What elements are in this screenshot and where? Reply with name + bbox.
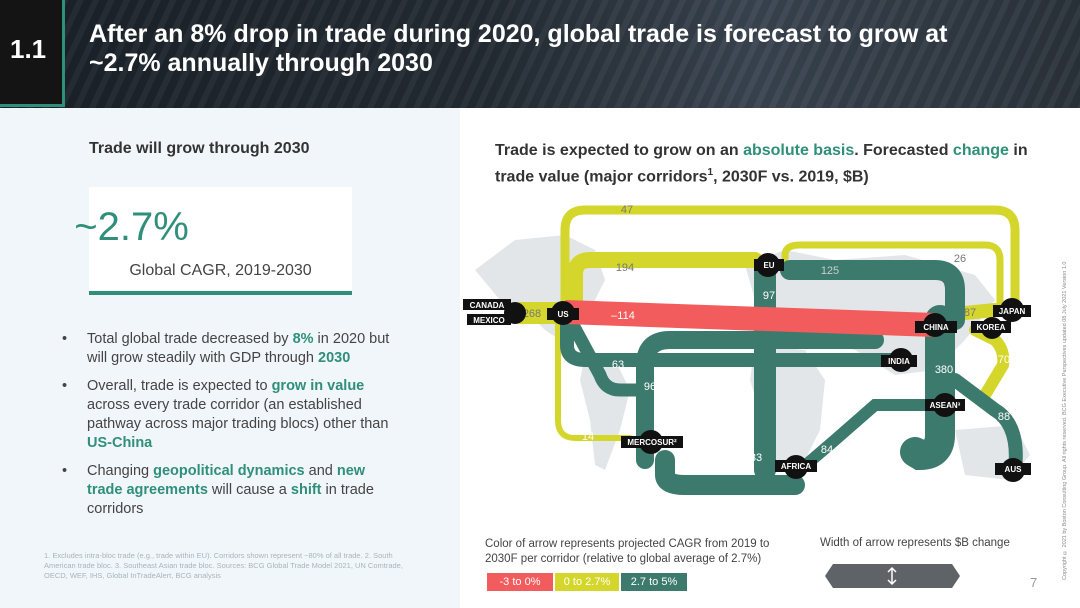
label-eu: EU (763, 261, 774, 270)
value-mercosur-loop: 109 (675, 402, 693, 414)
label-korea: KOREA (977, 323, 1006, 332)
legend-width-text: Width of arrow represents $B change (820, 537, 1010, 549)
bullet-item: Changing geopolitical dynamics and new t… (62, 462, 402, 519)
stat-label: Global CAGR, 2019-2030 (129, 262, 312, 279)
corridor-us-china-red (564, 300, 936, 337)
value-us-japan: 194 (616, 262, 634, 274)
corridor-eu-japan (781, 241, 1004, 312)
value-eu-china: 125 (821, 265, 839, 277)
header-banner (0, 0, 1080, 108)
corridor-africa-eu (794, 399, 931, 476)
value-asean-korea: 70 (998, 354, 1010, 366)
value-china-japan: 87 (964, 307, 976, 319)
label-aus: AUS (1005, 465, 1023, 474)
header-texture (0, 0, 1080, 108)
stat-card (89, 187, 352, 295)
footnote: 1. Excludes intra-bloc trade (e.g., trad… (44, 551, 403, 580)
value-eu-japan: 26 (954, 253, 966, 265)
label-africa: AFRICA (781, 462, 811, 471)
value-us-india: 63 (612, 359, 624, 371)
copyright-text: Copyright © 2021 by Boston Consulting Gr… (1062, 261, 1068, 580)
label-india: INDIA (888, 357, 910, 366)
page-title: After an 8% drop in trade during 2020, g… (89, 20, 948, 77)
legend-chip-red: -3 to 0% (487, 573, 553, 591)
stat-value: ~2.7% (74, 205, 189, 249)
legend-chip-yellow: 0 to 2.7% (555, 573, 619, 591)
section-number: 1.1 (10, 34, 47, 64)
value-mercosur-africa: 133 (744, 452, 762, 464)
trade-corridor-map: 47 268 194 125 26 97 –114 87 63 380 70 9… (463, 204, 1031, 495)
page-number: 7 (1030, 575, 1038, 590)
left-heading: Trade will grow through 2030 (89, 140, 310, 157)
label-us: US (557, 310, 569, 319)
corridor-asean-korea (969, 324, 1010, 401)
value-africa-eu: 84 (821, 444, 833, 456)
legend-color-text: Color of arrow represents projected CAGR… (485, 538, 770, 565)
green-corridors (560, 259, 1023, 495)
section-number-box: 1.1 (0, 0, 65, 107)
bullet-list: Total global trade decreased by 8% in 20… (62, 330, 402, 528)
value-us-canada-mexico: 268 (523, 308, 541, 320)
label-china: CHINA (923, 323, 949, 332)
value-asean-aus: 88 (998, 411, 1010, 423)
corridor-china-asean (900, 305, 955, 471)
corridor-eu-china (780, 260, 965, 330)
corridor-mercosur-loop (636, 331, 884, 469)
value-eu-down: 97 (763, 290, 775, 302)
bullet-item: Total global trade decreased by 8% in 20… (62, 330, 402, 368)
map-heading: Trade is expected to grow on an absolute… (495, 142, 1028, 186)
bullet-item: Overall, trade is expected to grow in va… (62, 377, 402, 453)
legend-chip-green: 2.7 to 5% (621, 573, 687, 591)
label-mercosur: MERCOSUR² (627, 438, 677, 447)
value-us-mercosur-yellow: 14 (582, 431, 594, 443)
corridor-us-japan (567, 252, 763, 318)
corridor-mercosur-africa (655, 450, 805, 495)
value-us-eu-top: 47 (621, 204, 633, 216)
value-us-china: –114 (611, 310, 635, 322)
label-canada: CANADA (470, 301, 505, 310)
corridor-us-mercosur-yellow (555, 317, 633, 441)
width-legend-arrow (825, 564, 960, 588)
label-japan: JAPAN (999, 307, 1026, 316)
corridor-us-mercosur (566, 318, 652, 397)
label-mexico: MEXICO (473, 316, 505, 325)
label-asean: ASEAN³ (930, 401, 961, 410)
value-us-mercosur: 96 (644, 381, 656, 393)
value-china-asean: 380 (935, 364, 953, 376)
corridor-us-eu-top (560, 205, 1020, 315)
stat-card-accent (89, 291, 352, 295)
